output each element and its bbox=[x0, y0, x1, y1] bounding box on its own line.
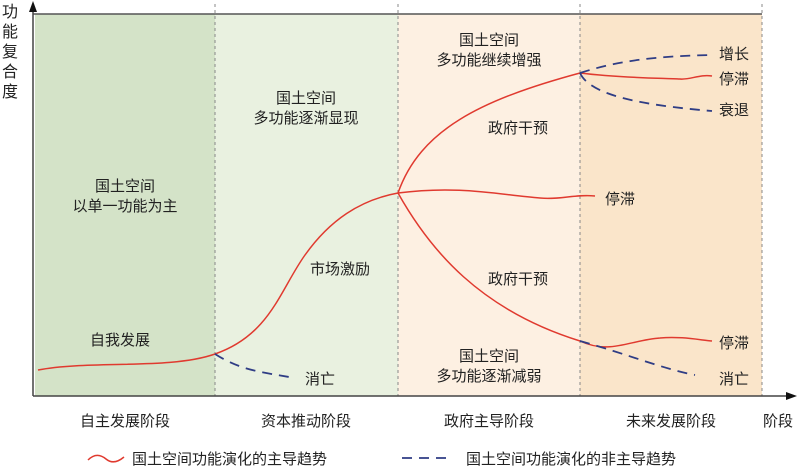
non-dominant-trend-lines bbox=[214, 54, 713, 459]
gov-intervention-down-label: 政府干预 bbox=[488, 270, 549, 288]
vanish-stage2-label: 消亡 bbox=[305, 370, 336, 388]
x-axis-label: 阶段 bbox=[763, 412, 794, 430]
future-stagnate-top-label: 停滞 bbox=[719, 70, 750, 88]
stage3-description-down: 国土空间 多功能逐渐减弱 bbox=[436, 347, 542, 385]
stage2-description: 国土空间 多功能逐渐显现 bbox=[253, 89, 359, 127]
stage1-bg bbox=[35, 14, 215, 396]
y-axis-label: 功 能 复 合 度 bbox=[1, 2, 18, 101]
stage4-bg bbox=[580, 14, 762, 396]
stage3-description-up: 国土空间 多功能继续增强 bbox=[436, 31, 542, 69]
y-axis-arrow-icon bbox=[29, 1, 37, 12]
stage-dividers bbox=[214, 4, 763, 396]
stagnate-mid-label: 停滞 bbox=[605, 190, 636, 208]
future-decline-label: 衰退 bbox=[719, 101, 750, 119]
stage1-name: 自主发展阶段 bbox=[79, 412, 171, 430]
legend-dominant-label: 国土空间功能演化的主导趋势 bbox=[132, 450, 328, 468]
x-axis-arrow-icon bbox=[786, 392, 797, 400]
gov-intervention-up-label: 政府干预 bbox=[488, 119, 549, 137]
market-incentive-label: 市场激励 bbox=[310, 260, 371, 278]
legend-non-dominant-label: 国土空间功能演化的非主导趋势 bbox=[466, 450, 677, 468]
future-stagnate-bottom-label: 停滞 bbox=[719, 334, 750, 352]
future-vanish-label: 消亡 bbox=[719, 370, 750, 388]
stage1-description: 国土空间 以单一功能为主 bbox=[72, 177, 178, 215]
stage3-name: 政府主导阶段 bbox=[443, 412, 535, 430]
stage2-bg bbox=[215, 14, 398, 396]
stage2-name: 资本推动阶段 bbox=[260, 412, 352, 430]
dominant-trend-lines bbox=[37, 72, 713, 463]
stage3-bg bbox=[398, 14, 580, 396]
stage4-name: 未来发展阶段 bbox=[625, 412, 717, 430]
future-growth-label: 增长 bbox=[719, 45, 750, 63]
self-development-label: 自我发展 bbox=[90, 331, 151, 349]
